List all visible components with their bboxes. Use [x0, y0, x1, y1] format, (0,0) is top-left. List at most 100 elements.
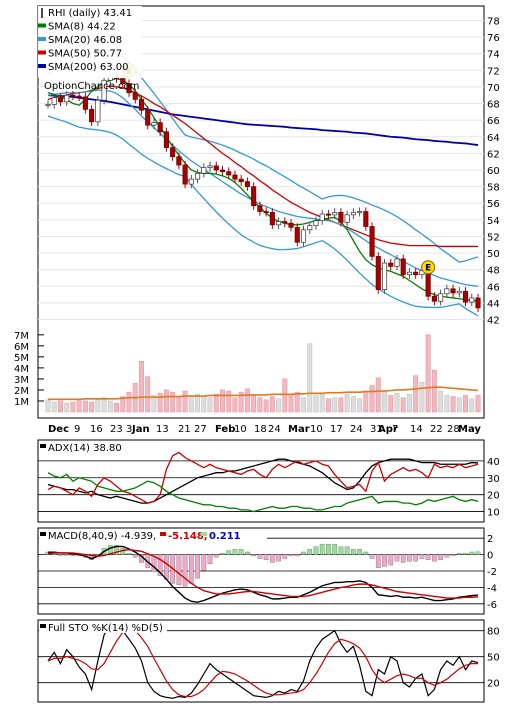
candle-body [450, 288, 456, 294]
macd-histogram-bar [126, 553, 132, 555]
macd-histogram-bar [388, 554, 394, 566]
x-tick-label: Jan [131, 424, 150, 435]
macd-histogram-bar [357, 549, 362, 555]
candle-body [157, 122, 163, 133]
candle-body [313, 220, 319, 227]
candle-body [381, 262, 388, 290]
candle-body [269, 212, 275, 226]
price-tick-label: 62 [487, 149, 500, 160]
panel-tick-label: 40 [487, 457, 500, 468]
macd-histogram-bar [419, 554, 425, 559]
adx-series-line [47, 458, 479, 504]
candle-body [276, 221, 282, 226]
price-tick-label: 56 [487, 199, 500, 210]
macd-series-line [48, 545, 479, 603]
x-tick-label: Feb [215, 424, 235, 435]
candle-body [251, 186, 257, 207]
volume-bar [58, 400, 63, 413]
macd-legend-bg [39, 529, 267, 541]
macd-histogram-bar [107, 545, 113, 555]
volume-bar [388, 395, 394, 413]
price-tick-label: 66 [487, 116, 500, 127]
bollinger-lower [47, 115, 479, 317]
macd-histogram-bar [238, 549, 244, 555]
macd-histogram-bar [164, 554, 169, 580]
macd-histogram-bar [70, 554, 76, 557]
volume-bar [76, 398, 82, 413]
volume-bar [363, 390, 369, 413]
x-tick-label: 18 [254, 424, 267, 435]
adx-panel-frame [37, 439, 485, 523]
volume-bar [95, 399, 101, 413]
legend-label: RHI (daily) 43.41 [48, 8, 132, 19]
candle-body [406, 271, 412, 276]
candle-body [319, 213, 325, 222]
volume-tick-label: 7M [14, 331, 29, 342]
macd-histogram-bar [425, 554, 431, 560]
sma50-line [47, 85, 478, 248]
macd-histogram-bar [220, 553, 225, 555]
candle-body [132, 92, 138, 100]
candle-body [369, 226, 375, 257]
price-tick-label: 70 [487, 83, 500, 94]
x-tick-label: Dec [48, 424, 69, 435]
panel-tick-label: 30 [487, 474, 500, 485]
legend-label: SMA(50) 50.77 [48, 49, 122, 60]
panel-tick-label: 20 [487, 679, 500, 690]
price-tick-label: 58 [487, 183, 500, 194]
legend-label: SMA(20) 46.08 [48, 35, 122, 46]
macd-histogram-bar [307, 549, 313, 555]
volume-bar [251, 395, 257, 413]
volume-bars [45, 334, 481, 413]
macd-histogram-bar [64, 554, 70, 556]
volume-bar [294, 391, 300, 413]
volume-tick-label: 5M [14, 353, 29, 364]
volume-tick-label: 3M [14, 375, 29, 386]
volume-bar [419, 381, 425, 413]
x-tick-label: 14 [410, 424, 423, 435]
volume-bar [226, 390, 232, 413]
macd-histogram-bar [407, 554, 412, 562]
macd-hist-swatch [201, 532, 207, 536]
volume-bar [170, 391, 176, 413]
macd-histogram-bar [444, 554, 450, 558]
price-tick-label: 52 [487, 232, 500, 243]
panel-tick-label: -4 [487, 583, 497, 594]
candle-body [294, 226, 300, 243]
macd-histogram-bar [326, 543, 331, 555]
macd-histogram-bar [394, 554, 400, 562]
price-tick-label: 54 [487, 216, 500, 227]
adx-panel: 40 30 20 10 ADX(14) 38.80 [38, 441, 500, 519]
x-tick-label: 31 [370, 424, 383, 435]
x-tick-label: 10 [234, 424, 247, 435]
volume-bar [145, 376, 151, 413]
macd-histogram-bar [456, 553, 462, 555]
panel-tick-label: 50 [487, 653, 500, 664]
macd-histogram-bar [294, 554, 300, 557]
volume-bar [120, 396, 126, 413]
candle-body [400, 258, 406, 276]
x-tick-label: 9 [74, 424, 80, 435]
x-tick-label: 21 [178, 424, 191, 435]
x-tick-label: 10 [310, 424, 323, 435]
volume-bar [101, 397, 107, 413]
volume-bar [213, 394, 219, 413]
candle-body [431, 295, 437, 302]
sto-legend-label: Full STO %K(14) %D(5) [48, 623, 163, 634]
stochastic-series-line [47, 628, 478, 698]
macd-histogram-bar [213, 554, 219, 558]
panel-tick-label: -6 [487, 600, 497, 611]
macd-histogram-bar [151, 554, 157, 572]
volume-bar [151, 395, 157, 413]
candle-body [82, 96, 88, 110]
candle-body [288, 222, 294, 228]
x-tick-label: 27 [194, 424, 207, 435]
macd-histogram-bar [195, 554, 200, 579]
candle-body [444, 288, 450, 295]
legend-box [38, 6, 142, 78]
x-tick-label: May [458, 424, 481, 435]
macd-histogram-bar [132, 554, 138, 558]
legend-label: SMA(200) 63.00 [48, 62, 129, 73]
